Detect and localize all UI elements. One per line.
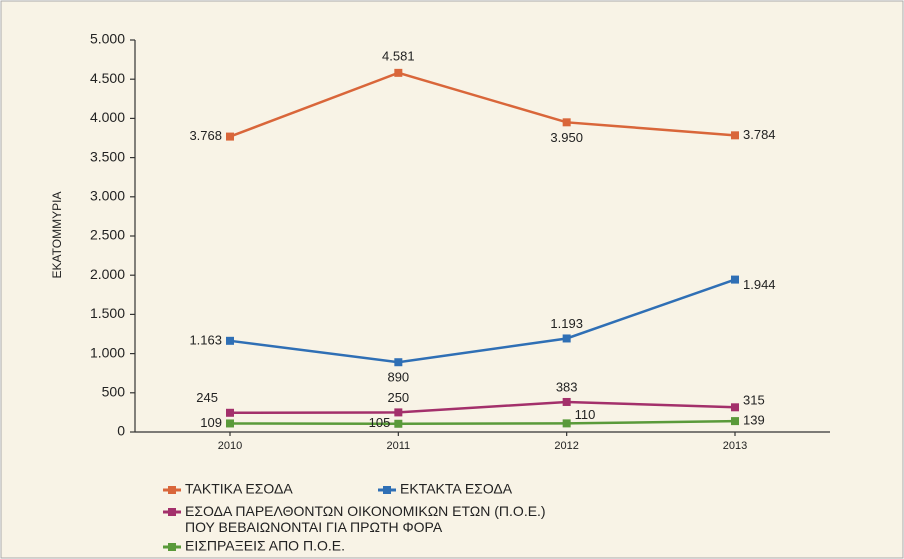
y-tick-label: 1.000	[90, 344, 125, 360]
x-tick-label: 2013	[723, 440, 747, 452]
x-tick-label: 2012	[554, 440, 578, 452]
y-tick-label: 2.000	[90, 266, 125, 282]
series-line	[229, 400, 736, 415]
y-tick-label: 3.500	[90, 148, 125, 164]
series-line	[229, 71, 736, 138]
data-label: 1.944	[743, 277, 776, 292]
data-label: 109	[200, 415, 222, 430]
data-label: 1.193	[550, 316, 583, 331]
point	[394, 68, 403, 77]
point	[731, 131, 739, 140]
data-label: 3.768	[189, 128, 222, 143]
point	[731, 275, 739, 284]
data-label: 315	[743, 393, 765, 408]
point	[562, 334, 571, 343]
point	[226, 132, 234, 141]
point	[562, 118, 571, 127]
data-label: 3.950	[550, 130, 583, 145]
legend-label: ΤΑΚΤΙΚΑ ΕΣΟΔΑ	[185, 481, 293, 497]
data-label: 110	[575, 407, 596, 422]
y-tick-label: 5.000	[90, 31, 125, 47]
y-tick-label: 3.000	[90, 188, 125, 204]
point	[731, 403, 739, 412]
data-label: 3.784	[743, 127, 776, 142]
y-axis-label: ΕΚΑΤΟΜΜΥΡΙΑ	[50, 192, 64, 279]
data-label: 245	[196, 390, 218, 405]
y-tick-label: 500	[102, 384, 126, 400]
point	[394, 408, 403, 417]
point	[562, 397, 571, 406]
data-label: 139	[743, 413, 765, 428]
legend-label: ΕΚΤΑΚΤΑ ΕΣΟΔΑ	[400, 481, 513, 497]
data-label: 250	[387, 390, 409, 405]
y-tick-label: 4.000	[90, 109, 125, 125]
legend-label: ΕΙΣΠΡΑΞΕΙΣ ΑΠΟ Π.Ο.Ε.	[185, 538, 345, 554]
point	[394, 358, 403, 367]
legend-label: ΕΣΟΔΑ ΠΑΡΕΛΘΟΝΤΩΝ ΟΙΚΟΝΟΜΙΚΩΝ ΕΤΩΝ (Π.Ο.…	[185, 503, 546, 535]
legend-marker	[168, 508, 176, 516]
series-line	[229, 278, 736, 364]
point	[562, 419, 571, 428]
y-tick-label: 0	[117, 423, 125, 439]
series-line	[229, 419, 736, 426]
legend-marker	[383, 486, 391, 494]
x-tick-label: 2010	[218, 440, 242, 452]
point	[226, 336, 234, 345]
point	[226, 408, 234, 417]
data-label: 890	[387, 370, 409, 385]
x-tick-label: 2011	[387, 440, 411, 452]
data-label: 4.581	[382, 48, 415, 63]
y-tick-label: 2.500	[90, 227, 125, 243]
point	[731, 417, 739, 426]
point	[226, 419, 234, 428]
y-tick-label: 1.500	[90, 305, 125, 321]
point	[394, 419, 403, 428]
data-label: 105	[369, 415, 391, 430]
data-label: 1.163	[189, 332, 222, 347]
data-label: 383	[556, 379, 578, 394]
legend-marker	[168, 486, 176, 494]
y-tick-label: 4.500	[90, 70, 125, 86]
legend-marker	[168, 543, 176, 551]
